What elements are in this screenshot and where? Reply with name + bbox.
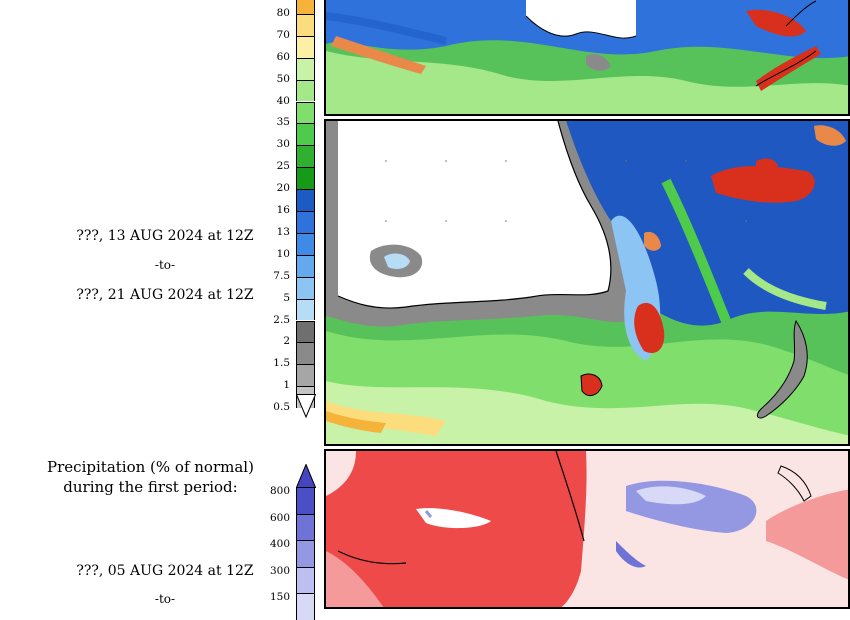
precip-color-seg xyxy=(296,13,315,36)
precip-tick-label: 2.5 xyxy=(273,313,290,326)
precip-color-seg xyxy=(296,79,315,102)
precip-colorbar xyxy=(296,0,315,409)
normal-color-seg xyxy=(296,566,315,594)
precip-tick-label: 25 xyxy=(276,160,290,173)
precip-color-seg xyxy=(296,57,315,80)
precip-map-top-panel xyxy=(324,0,850,116)
precip-color-seg xyxy=(296,145,315,168)
precip-color-seg xyxy=(296,211,315,233)
normal-caption-line2: during the first period: xyxy=(63,478,238,496)
precip-tick-label: 50 xyxy=(276,72,290,85)
precip-tick-label: 1.5 xyxy=(273,357,290,370)
precip-color-seg xyxy=(296,254,315,277)
normal-tick-label: 150 xyxy=(269,591,290,604)
normal-colorbar xyxy=(296,487,315,620)
precip-color-seg xyxy=(296,232,315,255)
normal-color-seg xyxy=(296,513,315,541)
precip-color-seg xyxy=(296,101,315,124)
normal-tick-label: 300 xyxy=(269,564,290,577)
precip-color-seg xyxy=(296,320,315,343)
precip-color-seg xyxy=(296,276,315,299)
precip-color-seg xyxy=(296,167,315,190)
period-end-date: ???, 21 AUG 2024 at 12Z xyxy=(76,287,254,303)
precip-color-seg xyxy=(296,189,315,211)
precip-color-seg xyxy=(296,364,315,387)
precip-tick-label: 16 xyxy=(276,204,290,216)
period-to-label: -to- xyxy=(154,258,176,272)
precip-color-seg xyxy=(296,0,315,14)
precip-tick-label: 0.5 xyxy=(273,401,290,414)
precip-tick-label: 10 xyxy=(276,247,290,260)
precip-tick-label: 30 xyxy=(276,138,290,151)
precip-map-panel xyxy=(324,119,850,446)
precip-tick-label: 7.5 xyxy=(273,269,290,282)
precip-tick-label: 70 xyxy=(276,28,290,41)
precip-tick-label: 1 xyxy=(283,379,290,392)
precip-tick-label: 20 xyxy=(276,182,290,195)
precip-tick-label: 60 xyxy=(276,50,290,63)
precip-color-seg xyxy=(296,35,315,58)
normal-map-panel xyxy=(324,449,850,609)
precip-tick-label: 2 xyxy=(283,335,290,348)
normal-color-seg xyxy=(296,540,315,567)
normal-tick-label: 800 xyxy=(269,485,290,497)
normal-tick-label: 400 xyxy=(269,538,290,551)
period-start-date: ???, 13 AUG 2024 at 12Z xyxy=(76,228,254,244)
precip-tick-label: 40 xyxy=(276,94,290,107)
precip-color-seg xyxy=(296,123,315,146)
precip-color-seg xyxy=(296,298,315,321)
normal-color-seg xyxy=(296,487,315,514)
normal-period-start-date: ???, 05 AUG 2024 at 12Z xyxy=(76,563,254,579)
precip-tick-label: 35 xyxy=(276,116,290,129)
normal-caption-line1: Precipitation (% of normal) xyxy=(47,458,254,476)
normal-tick-label: 600 xyxy=(269,511,290,524)
precip-color-seg xyxy=(296,342,315,365)
colorbar-min-arrow xyxy=(296,394,316,418)
precip-tick-label: 5 xyxy=(283,291,290,304)
precip-tick-label: 13 xyxy=(276,225,290,238)
normal-color-seg xyxy=(296,593,315,620)
precip-tick-label: 80 xyxy=(276,6,290,19)
colorbar-max-arrow xyxy=(296,464,316,488)
